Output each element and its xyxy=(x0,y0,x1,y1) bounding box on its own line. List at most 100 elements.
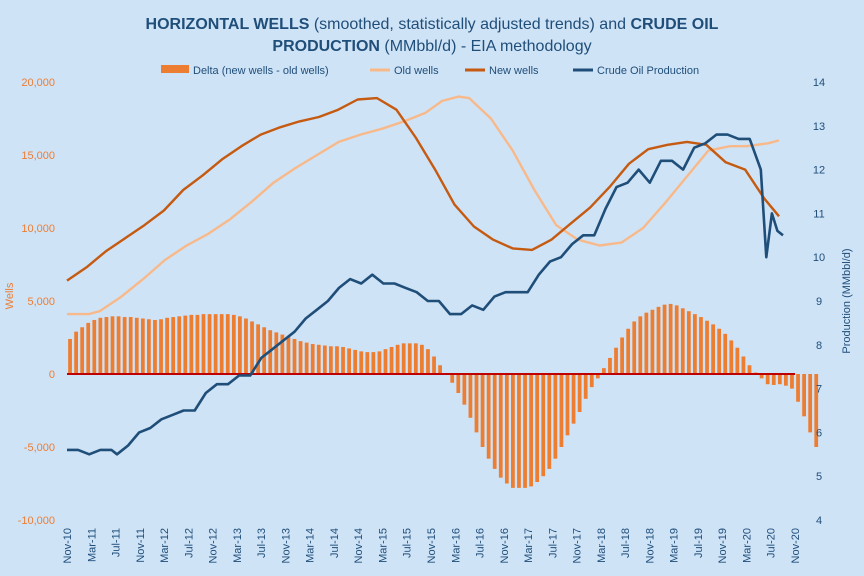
right-tick-label: 9 xyxy=(816,296,822,308)
delta-bar xyxy=(207,314,212,374)
x-tick-label: Nov-15 xyxy=(426,528,438,563)
delta-bar xyxy=(171,317,176,374)
delta-bar xyxy=(735,347,740,374)
right-tick-label: 8 xyxy=(816,340,822,352)
delta-bar xyxy=(335,346,339,374)
delta-bar xyxy=(383,349,388,374)
x-tick-label: Jul-16 xyxy=(475,528,487,558)
delta-bar xyxy=(298,341,303,374)
delta-bar xyxy=(134,317,139,374)
delta-bar xyxy=(790,374,794,389)
delta-bar xyxy=(74,331,78,374)
delta-bar xyxy=(723,333,728,374)
delta-bar xyxy=(747,365,752,374)
delta-bar xyxy=(456,374,461,393)
delta-bar xyxy=(784,374,788,386)
delta-bar xyxy=(177,316,182,374)
left-tick-label: 20,000 xyxy=(21,77,55,89)
delta-bar xyxy=(353,349,358,374)
delta-bar xyxy=(395,344,400,374)
delta-bar xyxy=(219,314,224,374)
delta-bar xyxy=(680,308,685,374)
delta-bar xyxy=(316,344,321,374)
legend-label: New wells xyxy=(489,65,539,77)
delta-bar xyxy=(68,338,72,374)
right-tick-label: 13 xyxy=(813,121,825,133)
delta-bar xyxy=(511,374,515,488)
delta-bar xyxy=(583,374,588,399)
delta-bar xyxy=(322,345,327,374)
delta-bar xyxy=(365,352,370,374)
delta-bar xyxy=(662,304,667,374)
delta-bar xyxy=(529,374,533,487)
delta-bar xyxy=(225,314,230,374)
chart-title-line-2: PRODUCTION (MMbbl/d) - EIA methodology xyxy=(272,38,591,55)
x-tick-label: Jul-13 xyxy=(256,528,268,558)
delta-bar xyxy=(189,314,194,374)
left-axis: -10,000 -5,000 0 5,000 10,000 15,000 20,000 xyxy=(18,77,55,527)
x-tick-label: Jul-20 xyxy=(766,528,778,558)
x-tick-label: Nov-18 xyxy=(644,528,656,563)
delta-bar xyxy=(213,314,218,374)
x-tick-label: Mar-17 xyxy=(523,528,535,563)
delta-bar xyxy=(80,327,85,374)
x-tick-label: Mar-15 xyxy=(377,528,389,563)
delta-bar xyxy=(523,374,527,488)
right-tick-label: 10 xyxy=(813,252,825,264)
x-tick-label: Mar-18 xyxy=(596,528,608,563)
right-tick-label: 4 xyxy=(816,515,822,527)
x-tick-label: Mar-11 xyxy=(86,528,98,562)
delta-bar xyxy=(377,351,382,374)
legend-label: Old wells xyxy=(394,65,439,77)
delta-bar xyxy=(480,374,485,447)
delta-bar xyxy=(244,318,248,374)
delta-bar xyxy=(608,357,612,374)
delta-bar xyxy=(729,340,734,374)
delta-bar xyxy=(462,374,467,405)
delta-bar xyxy=(486,374,491,459)
delta-bar xyxy=(674,305,679,374)
delta-bar xyxy=(371,352,376,374)
delta-bar xyxy=(231,314,236,374)
delta-bar xyxy=(699,317,703,374)
left-tick-label: 0 xyxy=(49,369,55,381)
delta-bar xyxy=(553,374,558,459)
delta-bar xyxy=(626,328,631,374)
delta-bar xyxy=(256,324,260,374)
delta-bar xyxy=(128,317,133,374)
delta-bar xyxy=(98,317,103,374)
delta-bar xyxy=(86,322,91,374)
delta-bar xyxy=(589,374,594,388)
delta-bar xyxy=(741,356,746,374)
old-wells-line xyxy=(67,95,780,316)
x-tick-label: Mar-19 xyxy=(669,528,681,563)
right-axis-label: Production (MMbbl/d) xyxy=(841,248,853,353)
delta-bar xyxy=(717,328,722,374)
delta-bar xyxy=(165,317,169,374)
delta-bar xyxy=(347,348,351,374)
delta-bar xyxy=(110,316,115,374)
series-lines xyxy=(66,95,784,456)
delta-bar xyxy=(565,374,570,436)
x-tick-label: Nov-17 xyxy=(572,528,584,563)
delta-bar xyxy=(389,346,394,374)
x-tick-label: Mar-14 xyxy=(305,528,317,563)
delta-bar xyxy=(407,343,412,374)
delta-bar xyxy=(238,316,242,374)
x-tick-label: Mar-13 xyxy=(232,528,244,563)
crude-oil-production-line xyxy=(67,133,784,456)
delta-bar xyxy=(535,374,540,483)
delta-bar xyxy=(304,342,309,374)
left-tick-label: -5,000 xyxy=(24,442,55,454)
delta-bar xyxy=(438,365,442,374)
delta-bar xyxy=(250,321,254,374)
delta-bar xyxy=(517,374,521,488)
x-tick-label: Jul-19 xyxy=(693,528,705,558)
delta-bar xyxy=(668,303,673,374)
delta-bar xyxy=(595,374,600,379)
delta-bar xyxy=(504,374,509,484)
right-tick-label: 14 xyxy=(813,77,825,89)
delta-bar xyxy=(644,312,649,374)
delta-bar xyxy=(559,374,564,447)
